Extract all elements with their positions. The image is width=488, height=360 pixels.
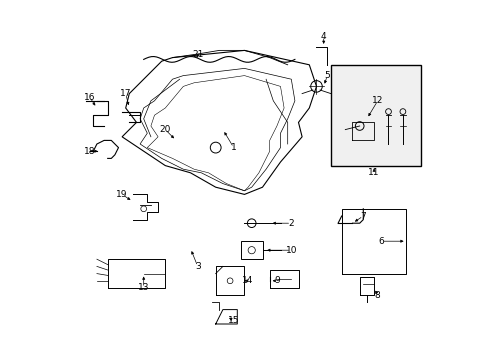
Text: 3: 3	[194, 262, 200, 271]
Text: 4: 4	[320, 32, 326, 41]
Text: 13: 13	[138, 284, 149, 292]
Text: 14: 14	[242, 276, 253, 285]
Text: 20: 20	[159, 125, 171, 134]
Text: 6: 6	[378, 237, 384, 246]
Text: 15: 15	[227, 316, 239, 325]
Text: 16: 16	[84, 93, 95, 102]
Text: 2: 2	[288, 219, 293, 228]
Text: 21: 21	[192, 50, 203, 59]
Text: 7: 7	[360, 212, 366, 220]
Text: 11: 11	[367, 168, 379, 177]
Text: 9: 9	[273, 276, 279, 285]
Text: 5: 5	[324, 71, 329, 80]
Text: 17: 17	[120, 89, 131, 98]
Bar	[241, 241, 262, 259]
Text: 19: 19	[116, 190, 127, 199]
Bar	[330, 65, 420, 166]
Text: 8: 8	[374, 291, 380, 300]
Text: 10: 10	[285, 246, 296, 255]
Text: 12: 12	[371, 96, 383, 105]
Text: 18: 18	[84, 147, 95, 156]
Text: 1: 1	[230, 143, 236, 152]
